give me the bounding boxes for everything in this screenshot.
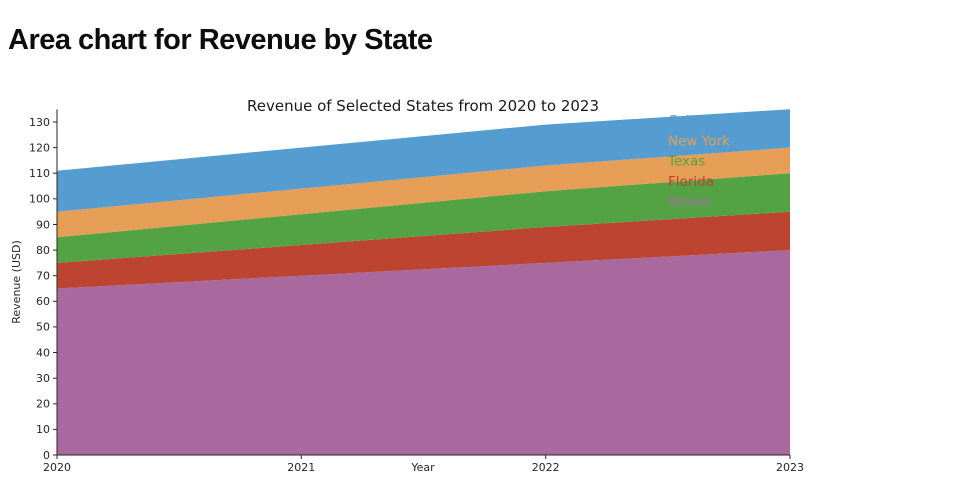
- y-tick-label: 70: [36, 270, 50, 283]
- legend-label-california: California: [668, 113, 732, 129]
- y-tick-label: 10: [36, 423, 50, 436]
- area-california: [57, 109, 790, 212]
- y-tick-label: 100: [29, 193, 50, 206]
- y-tick-label: 50: [36, 321, 50, 334]
- area-florida: [57, 211, 790, 289]
- y-tick-label: 130: [29, 116, 50, 129]
- y-axis-label: Revenue (USD): [10, 240, 23, 324]
- y-tick-label: 30: [36, 372, 50, 385]
- y-tick-label: 60: [36, 295, 50, 308]
- stacked-areas: [57, 109, 790, 455]
- x-tick-label: 2022: [532, 461, 560, 474]
- area-illinois: [57, 250, 790, 455]
- page-title: Area chart for Revenue by State: [8, 24, 433, 56]
- x-axis-label: Year: [410, 461, 435, 474]
- x-tick-label: 2021: [287, 461, 315, 474]
- y-tick-label: 40: [36, 346, 50, 359]
- y-tick-label: 0: [43, 449, 50, 462]
- legend-label-new-york: New York: [668, 133, 730, 149]
- y-tick-label: 20: [36, 398, 50, 411]
- chart-subtitle: Revenue of Selected States from 2020 to …: [247, 97, 599, 115]
- legend-label-illinois: Illinois: [668, 194, 711, 210]
- legend-label-florida: Florida: [668, 174, 714, 190]
- axes: 0 10 20 30 40 50 60 70 80 90 100 110 120 130 2020 2021 2…: [29, 109, 804, 474]
- legend-label-texas: Texas: [667, 154, 705, 170]
- y-tick-label: 90: [36, 218, 50, 231]
- y-tick-label: 120: [29, 141, 50, 154]
- y-tick-label: 80: [36, 244, 50, 257]
- legend: California New York Texas Florida Illinois: [667, 113, 732, 210]
- y-tick-label: 110: [29, 167, 50, 180]
- area-texas: [57, 173, 790, 263]
- area-new-york: [57, 147, 790, 238]
- x-tick-label: 2023: [776, 461, 804, 474]
- x-tick-label: 2020: [43, 461, 71, 474]
